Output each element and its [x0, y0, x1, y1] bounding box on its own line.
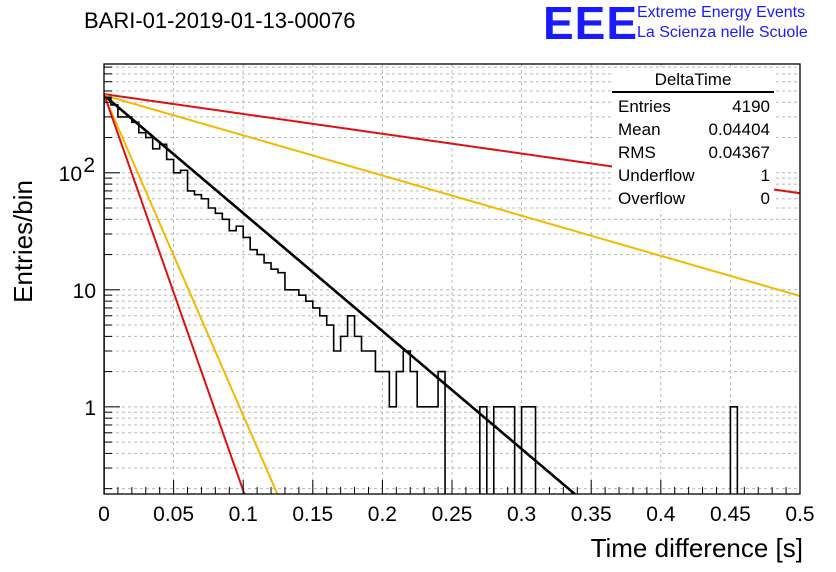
- stats-label: Underflow: [618, 166, 695, 185]
- stats-label: Mean: [618, 120, 661, 139]
- eee-logo: EEE: [543, 0, 639, 49]
- x-axis-label: Time difference [s]: [590, 533, 803, 563]
- series-curve: [104, 94, 279, 494]
- series-curve: [104, 93, 246, 494]
- stats-title: DeltaTime: [612, 70, 774, 93]
- axis-ticks: [103, 66, 801, 494]
- series-curve: [104, 94, 577, 494]
- logo-line-2: La Scienza nelle Scuole: [637, 24, 808, 41]
- stats-label: RMS: [618, 143, 656, 162]
- stats-row-entries: Entries 4190: [612, 95, 774, 118]
- y-tick-label-exponent: 2: [83, 154, 95, 177]
- histogram-bins: [104, 96, 739, 494]
- y-tick-label: 10: [73, 280, 96, 303]
- y-tick-label: 10: [59, 163, 82, 186]
- stats-value: 0: [760, 189, 770, 208]
- stats-row-mean: Mean 0.04404: [612, 118, 774, 141]
- logo-line-1: Extreme Energy Events: [637, 4, 806, 21]
- x-tick-label: 0.25: [432, 503, 473, 526]
- x-tick-label: 0.1: [229, 503, 258, 526]
- x-tick-label: 0.35: [571, 503, 612, 526]
- x-tick-label: 0.3: [507, 503, 536, 526]
- x-tick-label: 0.15: [292, 503, 333, 526]
- stats-value: 0.04367: [708, 143, 770, 162]
- stats-label: Entries: [618, 97, 671, 116]
- y-axis-label: Entries/bin: [8, 180, 38, 303]
- x-tick-label: 0.2: [368, 503, 397, 526]
- stats-value: 4190: [732, 97, 770, 116]
- x-tick-label: 0.05: [153, 503, 194, 526]
- series-curve: [104, 94, 800, 297]
- stats-row-overflow: Overflow 0: [612, 187, 774, 210]
- y-tick-label: 1: [84, 397, 96, 420]
- histogram-layer: [104, 96, 739, 494]
- x-tick-label: 0.45: [710, 503, 751, 526]
- stats-value: 1: [760, 166, 770, 185]
- axis-tick-labels: 0 0.05 0.1 0.15 0.2 0.25 0.3 0.35 0.4 0.45 0.51101…: [59, 154, 815, 526]
- x-tick-label: 0: [98, 503, 110, 526]
- plot-title: BARI-01-2019-01-13-00076: [84, 8, 356, 33]
- stats-label: Overflow: [618, 189, 686, 208]
- stats-row-rms: RMS 0.04367: [612, 141, 774, 164]
- stats-value: 0.04404: [708, 120, 770, 139]
- x-tick-label: 0.4: [646, 503, 676, 526]
- stats-box: DeltaTime Entries 4190 Mean 0.04404 RMS …: [612, 70, 774, 210]
- x-tick-label: 0.5: [785, 503, 814, 526]
- grid-lines: [104, 64, 800, 494]
- stats-row-underflow: Underflow 1: [612, 164, 774, 187]
